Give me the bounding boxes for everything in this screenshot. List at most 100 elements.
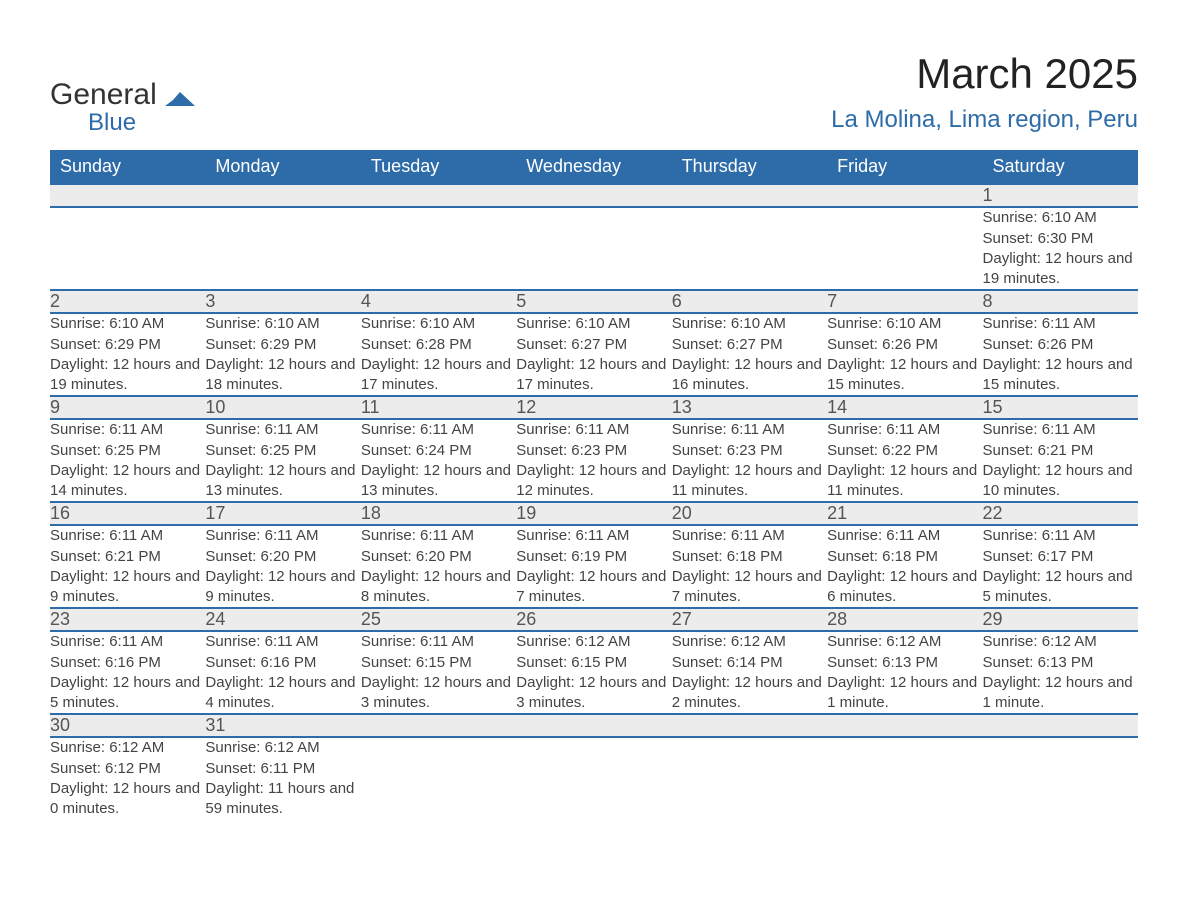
- sunset-line: Sunset: 6:21 PM: [50, 548, 161, 565]
- day-info-cell: [672, 207, 827, 290]
- daylight-line: Daylight: 12 hours and 19 minutes.: [50, 356, 200, 393]
- daylight-line: Daylight: 12 hours and 19 minutes.: [983, 250, 1133, 287]
- day-info-cell: Sunrise: 6:10 AMSunset: 6:26 PMDaylight:…: [827, 313, 982, 396]
- daylight-line: Daylight: 12 hours and 3 minutes.: [516, 674, 666, 711]
- day-info-row: Sunrise: 6:12 AMSunset: 6:12 PMDaylight:…: [50, 737, 1138, 819]
- day-number-cell: [361, 714, 516, 737]
- day-number-cell: [50, 184, 205, 207]
- sunset-line: Sunset: 6:30 PM: [983, 230, 1094, 247]
- day-info-row: Sunrise: 6:10 AM Sunset: 6:30 PM Daylight:…: [50, 207, 1138, 290]
- day-number-cell: 29: [983, 608, 1138, 631]
- day-number-cell: [672, 714, 827, 737]
- day-info-cell: Sunrise: 6:11 AMSunset: 6:20 PMDaylight:…: [205, 525, 360, 608]
- sunrise-line: Sunrise: 6:11 AM: [983, 527, 1096, 544]
- daylight-line: Daylight: 12 hours and 17 minutes.: [516, 356, 666, 393]
- sunrise-line: Sunrise: 6:12 AM: [672, 633, 786, 650]
- day-info-cell: Sunrise: 6:11 AMSunset: 6:18 PMDaylight:…: [827, 525, 982, 608]
- sunrise-line: Sunrise: 6:10 AM: [672, 315, 786, 332]
- location-subtitle: La Molina, Lima region, Peru: [831, 106, 1138, 134]
- daylight-line: Daylight: 12 hours and 12 minutes.: [516, 462, 666, 499]
- daylight-line: Daylight: 11 hours and 59 minutes.: [205, 780, 354, 817]
- daylight-line: Daylight: 12 hours and 11 minutes.: [672, 462, 822, 499]
- day-info-cell: Sunrise: 6:11 AMSunset: 6:15 PMDaylight:…: [361, 631, 516, 714]
- sunset-line: Sunset: 6:18 PM: [672, 548, 783, 565]
- daylight-line: Daylight: 12 hours and 18 minutes.: [205, 356, 355, 393]
- day-info-row: Sunrise: 6:11 AMSunset: 6:21 PMDaylight:…: [50, 525, 1138, 608]
- sunset-line: Sunset: 6:26 PM: [983, 336, 1094, 353]
- day-info-cell: [516, 737, 671, 819]
- logo: General Blue: [50, 50, 195, 135]
- sunset-line: Sunset: 6:26 PM: [827, 336, 938, 353]
- day-info-cell: Sunrise: 6:12 AMSunset: 6:13 PMDaylight:…: [983, 631, 1138, 714]
- day-number-cell: [516, 184, 671, 207]
- daylight-line: Daylight: 12 hours and 4 minutes.: [205, 674, 355, 711]
- sunrise-line: Sunrise: 6:11 AM: [516, 527, 629, 544]
- day-number-cell: 28: [827, 608, 982, 631]
- sunrise-line: Sunrise: 6:10 AM: [205, 315, 319, 332]
- day-info-cell: [983, 737, 1138, 819]
- day-number-cell: [983, 714, 1138, 737]
- day-info-cell: [827, 207, 982, 290]
- day-number-cell: 20: [672, 502, 827, 525]
- day-number-cell: [205, 184, 360, 207]
- day-number-cell: 8: [983, 290, 1138, 313]
- daylight-line: Daylight: 12 hours and 13 minutes.: [361, 462, 511, 499]
- day-number-cell: 12: [516, 396, 671, 419]
- sunrise-line: Sunrise: 6:11 AM: [672, 421, 785, 438]
- sunset-line: Sunset: 6:11 PM: [205, 760, 315, 777]
- day-number-row: 1: [50, 184, 1138, 207]
- day-number-row: 23242526272829: [50, 608, 1138, 631]
- sunrise-line: Sunrise: 6:11 AM: [50, 633, 163, 650]
- weekday-header: Friday: [827, 150, 982, 184]
- day-number-row: 16171819202122: [50, 502, 1138, 525]
- day-info-cell: Sunrise: 6:11 AMSunset: 6:24 PMDaylight:…: [361, 419, 516, 502]
- day-number-cell: 2: [50, 290, 205, 313]
- daylight-line: Daylight: 12 hours and 1 minute.: [983, 674, 1133, 711]
- sunset-line: Sunset: 6:24 PM: [361, 442, 472, 459]
- weekday-header: Tuesday: [361, 150, 516, 184]
- daylight-line: Daylight: 12 hours and 17 minutes.: [361, 356, 511, 393]
- sunset-line: Sunset: 6:16 PM: [50, 654, 161, 671]
- weekday-header: Thursday: [672, 150, 827, 184]
- day-number-cell: [361, 184, 516, 207]
- day-number-cell: 14: [827, 396, 982, 419]
- sunset-line: Sunset: 6:27 PM: [516, 336, 627, 353]
- sunset-line: Sunset: 6:15 PM: [516, 654, 627, 671]
- day-number-cell: 17: [205, 502, 360, 525]
- day-info-cell: Sunrise: 6:11 AMSunset: 6:21 PMDaylight:…: [983, 419, 1138, 502]
- sunrise-line: Sunrise: 6:12 AM: [827, 633, 941, 650]
- logo-word1: General: [50, 78, 157, 111]
- daylight-line: Daylight: 12 hours and 3 minutes.: [361, 674, 511, 711]
- daylight-line: Daylight: 12 hours and 13 minutes.: [205, 462, 355, 499]
- sunset-line: Sunset: 6:15 PM: [361, 654, 472, 671]
- day-info-cell: Sunrise: 6:11 AMSunset: 6:20 PMDaylight:…: [361, 525, 516, 608]
- day-info-cell: Sunrise: 6:11 AMSunset: 6:26 PMDaylight:…: [983, 313, 1138, 396]
- sunset-line: Sunset: 6:23 PM: [672, 442, 783, 459]
- sunset-line: Sunset: 6:14 PM: [672, 654, 783, 671]
- sunset-line: Sunset: 6:25 PM: [50, 442, 161, 459]
- sunrise-line: Sunrise: 6:11 AM: [672, 527, 785, 544]
- day-number-cell: 27: [672, 608, 827, 631]
- day-info-cell: Sunrise: 6:11 AMSunset: 6:25 PMDaylight:…: [50, 419, 205, 502]
- sunrise-line: Sunrise: 6:11 AM: [205, 527, 318, 544]
- sunset-line: Sunset: 6:28 PM: [361, 336, 472, 353]
- day-number-cell: 16: [50, 502, 205, 525]
- day-info-cell: Sunrise: 6:11 AMSunset: 6:17 PMDaylight:…: [983, 525, 1138, 608]
- day-info-cell: Sunrise: 6:12 AMSunset: 6:14 PMDaylight:…: [672, 631, 827, 714]
- day-number-row: 2345678: [50, 290, 1138, 313]
- sunrise-line: Sunrise: 6:11 AM: [827, 421, 940, 438]
- sunset-line: Sunset: 6:21 PM: [983, 442, 1094, 459]
- daylight-line: Daylight: 12 hours and 15 minutes.: [827, 356, 977, 393]
- day-info-cell: [205, 207, 360, 290]
- day-info-cell: Sunrise: 6:10 AMSunset: 6:29 PMDaylight:…: [205, 313, 360, 396]
- day-number-cell: 25: [361, 608, 516, 631]
- day-info-cell: Sunrise: 6:10 AM Sunset: 6:30 PM Daylight:…: [983, 207, 1138, 290]
- day-info-cell: [50, 207, 205, 290]
- sunrise-line: Sunrise: 6:10 AM: [983, 209, 1097, 226]
- day-info-cell: Sunrise: 6:11 AM Sunset: 6:23 PM Daylight:…: [672, 419, 827, 502]
- sunrise-line: Sunrise: 6:11 AM: [361, 527, 474, 544]
- day-info-cell: Sunrise: 6:10 AMSunset: 6:29 PMDaylight:…: [50, 313, 205, 396]
- weekday-header: Sunday: [50, 150, 205, 184]
- day-info-cell: [672, 737, 827, 819]
- sunrise-line: Sunrise: 6:11 AM: [516, 421, 629, 438]
